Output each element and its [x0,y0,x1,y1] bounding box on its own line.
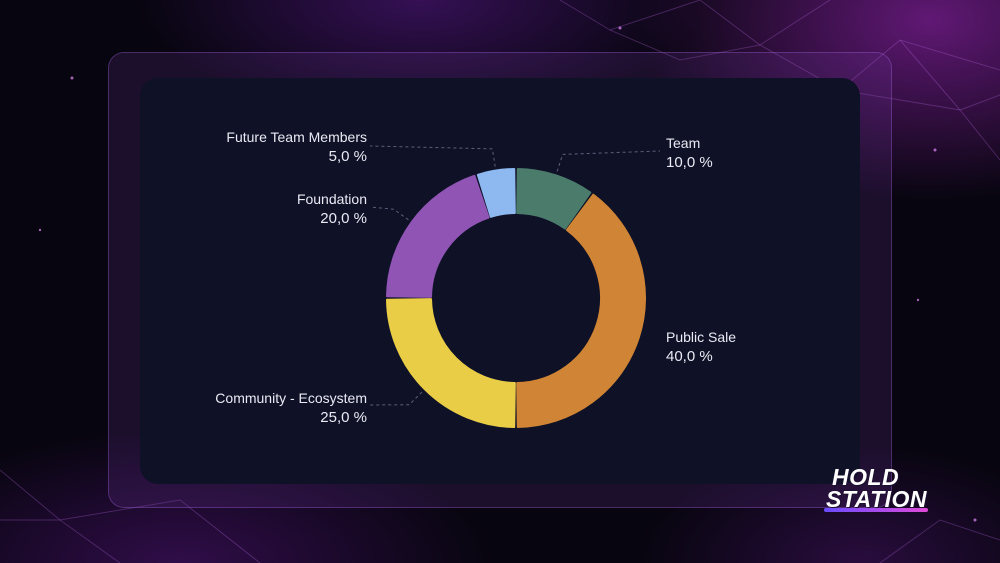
slice-value-future-team-members: 5,0 % [328,148,367,165]
slice-name-community-ecosystem: Community - Ecosystem [215,390,367,406]
slice-value-team: 10,0 % [666,154,713,171]
slice-value-foundation: 20,0 % [320,210,367,227]
slice-value-public-sale: 40,0 % [666,348,713,365]
slice-name-team: Team [666,135,701,151]
logo-swoosh [824,508,928,512]
label-public-sale: Public Sale 40,0 % [666,327,736,367]
holdstation-logo: HOLD STATION [824,464,936,516]
slice-name-foundation: Foundation [296,191,367,207]
logo-word-station: STATION [826,486,928,512]
slice-team [516,168,592,230]
leader-line-future-team-members [369,145,496,167]
leader-line-team [556,150,661,172]
slice-community-ecosystem [386,298,516,428]
slice-public-sale [516,193,646,428]
slice-value-community-ecosystem: 25,0 % [320,409,367,426]
slice-foundation [386,174,490,298]
label-community-ecosystem: Community - Ecosystem 25,0 % [215,388,367,428]
slice-name-future-team-members: Future Team Members [226,129,367,145]
leader-line-foundation [369,206,409,221]
label-team: Team 10,0 % [666,133,713,173]
slice-future-team-members [476,168,516,218]
label-future-team-members: Future Team Members 5,0 % [226,127,367,167]
slice-name-public-sale: Public Sale [666,329,737,345]
leader-line-community-ecosystem [369,391,423,406]
label-foundation: Foundation 20,0 % [297,189,367,229]
logo-word-hold: HOLD [832,464,900,490]
